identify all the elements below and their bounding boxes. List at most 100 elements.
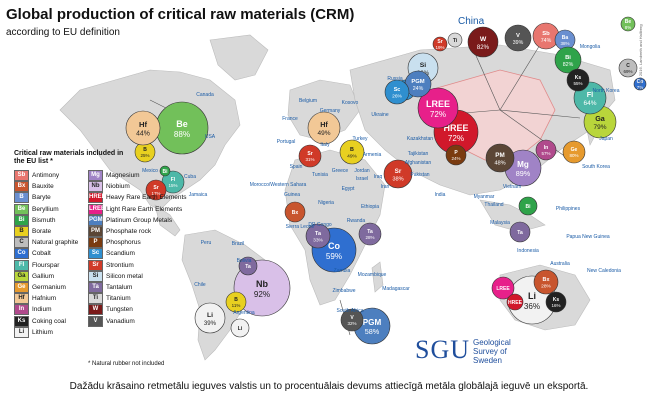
bubble-code: PGM <box>363 318 382 327</box>
leader-line <box>499 34 547 111</box>
legend-item: B Borate <box>14 226 78 238</box>
sgu-logo-name: Geological Survey of Sweden <box>473 338 511 365</box>
southeast-asia-landmass <box>479 199 546 233</box>
legend-label: Hafnium <box>32 295 57 303</box>
bubble-code: B <box>143 147 147 153</box>
legend-item: In Indium <box>14 304 78 316</box>
bubble-share: 49% <box>318 130 331 137</box>
map-title: Global production of critical raw materi… <box>6 6 355 23</box>
bubble-code: C <box>626 63 630 69</box>
legend-item: Sc Scandium <box>88 248 187 260</box>
legend-label: Light Rare Earth Elements <box>106 205 183 213</box>
legend-label: Baryte <box>32 194 51 202</box>
bubble-circle <box>620 16 636 32</box>
bubble-code: In <box>544 145 548 151</box>
legend-item: P Phosphorus <box>88 237 187 249</box>
side-credit: © SGU 2016. Lamberth and Hallberg <box>638 24 643 90</box>
bubble-circle <box>145 179 167 201</box>
bubble-code: B <box>350 147 354 153</box>
bubble-circle <box>432 36 448 52</box>
bubble-code: Bx <box>543 277 550 283</box>
production-bubble: Be8% <box>620 16 636 32</box>
legend-label: Beryllium <box>32 205 59 213</box>
bubble-code: Sr <box>153 185 158 191</box>
bubble-share: 39% <box>513 40 524 46</box>
country-label: Ukraine <box>371 112 388 118</box>
legend-item: Mg Magnesium <box>88 170 187 182</box>
bubble-share: 17% <box>151 191 160 196</box>
bubble-circle <box>533 269 559 295</box>
bubble-share: 92% <box>254 290 270 299</box>
production-bubble: HREE <box>506 293 524 311</box>
legend-item: Sr Strontium <box>88 259 187 271</box>
country-label: Spain <box>290 164 303 170</box>
bubble-circle <box>339 139 365 165</box>
production-bubble: V32% <box>340 308 364 332</box>
bubble-share: 88% <box>174 130 190 139</box>
bubble-share: 36% <box>524 302 540 311</box>
production-bubble: B11% <box>225 291 247 313</box>
production-bubble: V39% <box>504 24 532 52</box>
production-bubble: B25% <box>134 141 156 163</box>
legend-item: Sb Antimony <box>14 170 78 182</box>
legend-item: C Natural graphite <box>14 237 79 249</box>
country-label: Vietnam <box>503 184 521 190</box>
bubble-layer: HREE72%LREE72%W82%V39%Sb74%Ba38%Bi82%Si6… <box>125 16 647 345</box>
bubble-share: 39% <box>204 321 217 327</box>
bubble-code: Si <box>420 62 427 69</box>
bubble-circle <box>125 110 161 146</box>
production-bubble: Ta <box>238 256 258 276</box>
country-label: Cuba <box>184 174 196 180</box>
legend-label: Flourspar <box>32 261 60 269</box>
bubble-share: 57% <box>541 151 550 156</box>
bubble-share: 80% <box>569 153 578 158</box>
legend-swatch: PGM <box>88 214 103 226</box>
bubble-share: 64% <box>584 100 597 107</box>
legend-label: Germanium <box>32 283 66 291</box>
sgu-logo-mark: SGU <box>415 335 471 364</box>
legend-label: Vanadium <box>106 317 135 325</box>
production-bubble: Li 39% <box>194 302 226 334</box>
bubble-code: Sc <box>394 87 401 93</box>
bubble-circle <box>194 302 226 334</box>
bubble-share: 74% <box>541 38 552 44</box>
country-label: USA <box>205 134 216 140</box>
bubble-code: Bx <box>292 210 299 216</box>
bubble-code: B <box>234 297 238 303</box>
country-label: Papua New Guinea <box>566 234 610 240</box>
production-bubble: LREE <box>491 276 515 300</box>
europe-landmass <box>287 79 361 141</box>
bubble-share: 49% <box>347 153 357 159</box>
country-label: Ethiopia <box>361 204 379 210</box>
bubble-circle <box>358 222 382 246</box>
bubble-code: Sr <box>395 168 402 175</box>
bubble-share: 24% <box>413 86 424 92</box>
legend-item: V Vanadium <box>88 315 187 327</box>
country-label: Rwanda <box>347 218 366 224</box>
country-label: Myanmar <box>474 194 495 200</box>
legend-item: Ks Coking coal <box>14 315 78 327</box>
legend-item: Ge Germanium <box>14 281 78 293</box>
legend-item: LREE Light Rare Earth Elements <box>88 203 187 215</box>
legend-item: Hf Hafnium <box>14 293 78 305</box>
bubble-circle <box>485 143 515 173</box>
bubble-circle <box>618 58 638 78</box>
bubble-code: Ba <box>562 35 569 41</box>
legend-label: Borate <box>32 228 52 236</box>
legend-item: W Tungsten <box>88 304 187 316</box>
legend-swatch: Si <box>88 270 103 282</box>
production-bubble: Hf 44% <box>125 110 161 146</box>
production-bubble: Bi <box>518 196 538 216</box>
bubble-code: Hf <box>320 120 328 129</box>
legend-label: Natural graphite <box>32 239 79 247</box>
caption: Dažādu krāsaino retmetālu ieguves valsti… <box>69 381 589 392</box>
bubble-share: 48% <box>494 160 505 166</box>
legend-label: Bismuth <box>32 216 56 224</box>
